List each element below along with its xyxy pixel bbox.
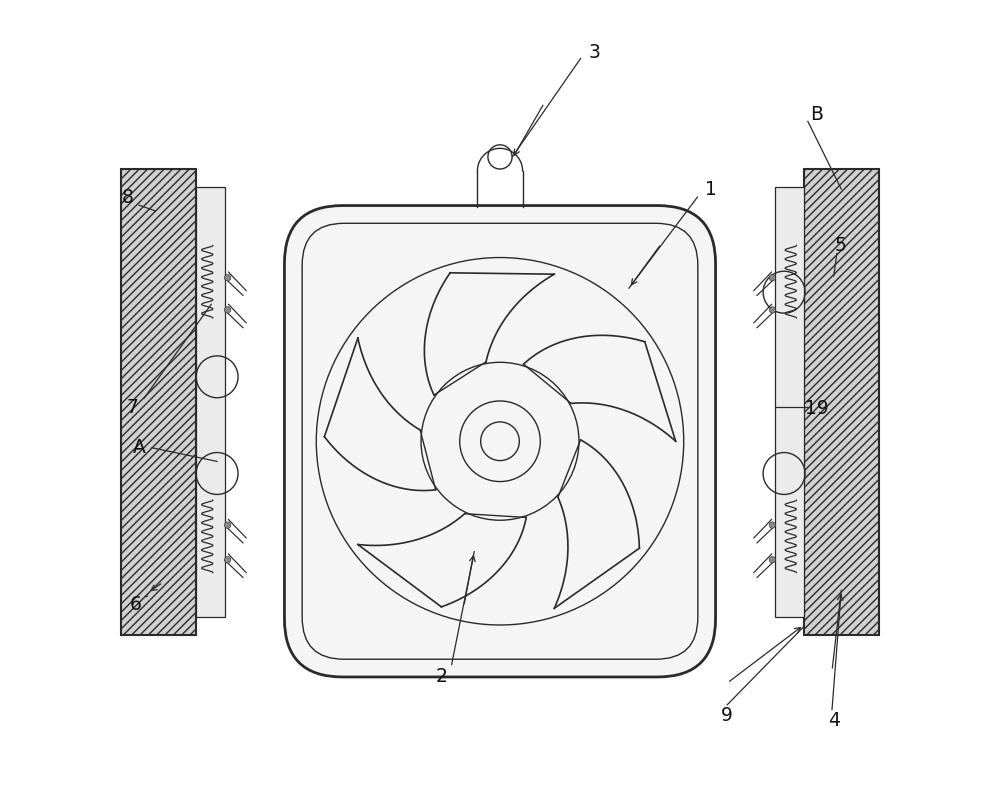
Text: A: A <box>133 438 145 457</box>
Circle shape <box>224 275 231 281</box>
Text: 19: 19 <box>805 399 829 418</box>
Text: 7: 7 <box>127 398 138 417</box>
Text: 5: 5 <box>834 236 846 255</box>
Bar <box>196 186 225 617</box>
Circle shape <box>224 307 231 313</box>
Circle shape <box>769 556 776 563</box>
Bar <box>775 186 804 617</box>
Bar <box>804 169 879 635</box>
Text: 8: 8 <box>122 188 134 207</box>
Text: 1: 1 <box>705 180 717 198</box>
Circle shape <box>224 556 231 563</box>
Text: B: B <box>810 105 823 125</box>
Text: 9: 9 <box>721 706 733 725</box>
Circle shape <box>769 522 776 528</box>
Circle shape <box>769 275 776 281</box>
Circle shape <box>224 522 231 528</box>
Bar <box>121 169 196 635</box>
Circle shape <box>769 307 776 313</box>
Text: 2: 2 <box>436 667 448 686</box>
FancyBboxPatch shape <box>284 206 716 677</box>
Text: 6: 6 <box>130 595 142 614</box>
Text: 3: 3 <box>588 43 600 62</box>
Text: 4: 4 <box>828 711 840 731</box>
